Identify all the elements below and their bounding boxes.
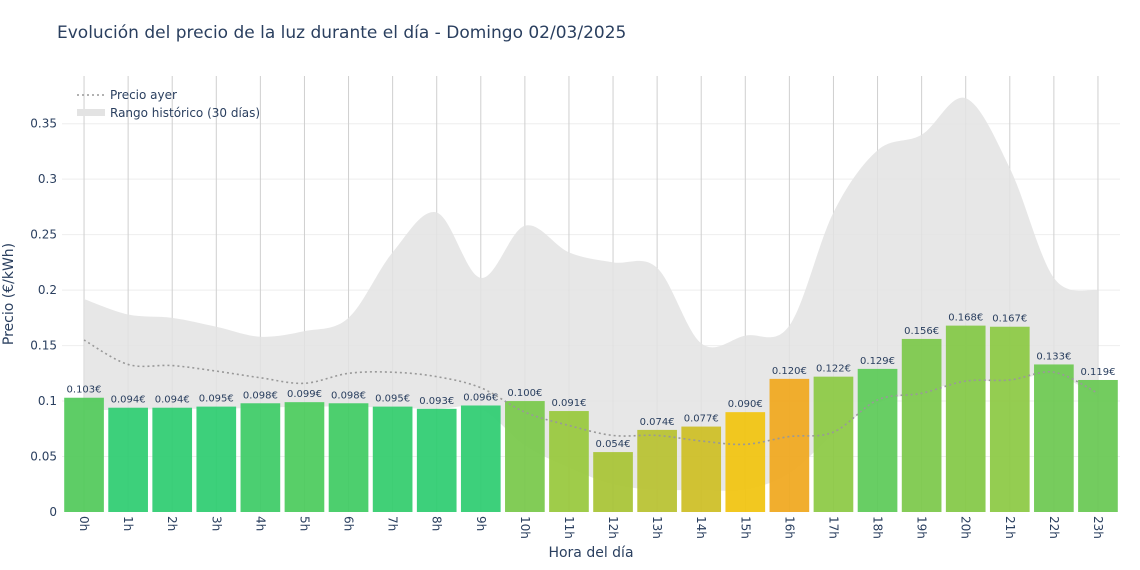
- bar-value-label: 0.099€: [287, 389, 322, 400]
- yesterday-line-path: [83, 339, 1099, 446]
- bar-value-label: 0.100€: [507, 388, 542, 399]
- y-tick-label: 0.35: [30, 117, 57, 131]
- x-tick-label: 10h: [518, 516, 532, 539]
- bar-10h[interactable]: [505, 401, 545, 512]
- bar-18h[interactable]: [857, 368, 898, 512]
- bar-value-label: 0.091€: [551, 398, 586, 409]
- bar-11h[interactable]: [549, 411, 589, 512]
- bar-value-label: 0.098€: [331, 390, 366, 401]
- bar-21h[interactable]: [989, 326, 1030, 512]
- y-tick-label: 0.3: [38, 172, 57, 186]
- x-tick-label: 1h: [121, 516, 135, 531]
- legend-swatch-range: [77, 109, 105, 116]
- x-tick-label: 20h: [959, 516, 973, 539]
- bar-20h[interactable]: [945, 325, 986, 512]
- bar-value-label: 0.096€: [463, 392, 498, 403]
- y-tick-label: 0: [49, 505, 57, 519]
- x-tick-label: 17h: [826, 516, 840, 539]
- x-tick-label: 23h: [1091, 516, 1105, 539]
- bar-value-label: 0.094€: [111, 395, 146, 406]
- x-tick-label: 5h: [297, 516, 311, 531]
- bars: [64, 325, 1118, 512]
- bar-3h[interactable]: [196, 406, 237, 512]
- y-tick-label: 0.2: [38, 283, 57, 297]
- bar-value-label: 0.168€: [948, 313, 983, 324]
- bar-12h[interactable]: [593, 452, 633, 512]
- bar-2h[interactable]: [152, 407, 193, 512]
- bar-value-label: 0.095€: [199, 394, 234, 405]
- bar-5h[interactable]: [284, 402, 325, 512]
- x-tick-label: 3h: [209, 516, 223, 531]
- x-tick-label: 6h: [342, 516, 356, 531]
- legend-item-range[interactable]: Rango histórico (30 días): [110, 106, 260, 120]
- bar-value-label: 0.120€: [772, 366, 807, 377]
- bar-value-label: 0.122€: [816, 364, 851, 375]
- bar-8h[interactable]: [416, 408, 457, 512]
- x-tick-label: 9h: [474, 516, 488, 531]
- bar-15h[interactable]: [725, 412, 766, 512]
- legend-item-yesterday[interactable]: Precio ayer: [110, 88, 177, 102]
- bar-value-label: 0.119€: [1080, 367, 1115, 378]
- y-tick-label: 0.05: [30, 450, 57, 464]
- legend[interactable]: Precio ayer Rango histórico (30 días): [77, 88, 260, 120]
- yesterday-price-line: [83, 339, 1099, 446]
- x-tick-label: 16h: [782, 516, 796, 539]
- bar-23h[interactable]: [1078, 379, 1118, 512]
- bar-17h[interactable]: [813, 376, 854, 512]
- bar-4h[interactable]: [240, 403, 281, 512]
- x-tick-label: 15h: [738, 516, 752, 539]
- y-axis: 0 0.05 0.1 0.15 0.2 0.25 0.3 0.35: [30, 117, 57, 519]
- x-tick-label: 19h: [915, 516, 929, 539]
- bar-value-label: 0.093€: [419, 396, 454, 407]
- bar-14h[interactable]: [681, 426, 722, 512]
- x-tick-label: 8h: [430, 516, 444, 531]
- bar-0h[interactable]: [64, 397, 104, 512]
- y-tick-label: 0.1: [38, 394, 57, 408]
- bar-value-label: 0.129€: [860, 356, 895, 367]
- bar-9h[interactable]: [460, 405, 501, 512]
- bar-22h[interactable]: [1034, 364, 1074, 512]
- bar-value-label: 0.103€: [67, 385, 102, 396]
- x-tick-label: 12h: [606, 516, 620, 539]
- bar-value-label: 0.095€: [375, 394, 410, 405]
- bar-6h[interactable]: [328, 403, 369, 512]
- x-tick-label: 11h: [562, 516, 576, 539]
- x-tick-label: 22h: [1047, 516, 1061, 539]
- bar-value-label: 0.054€: [596, 439, 631, 450]
- bar-13h[interactable]: [637, 429, 677, 512]
- bar-value-label: 0.156€: [904, 326, 939, 337]
- x-axis: 0h 1h 2h 3h 4h 5h 6h 7h 8h 9h 10h 11h 12h 13h 14h 15h 16…: [77, 516, 1105, 539]
- bar-value-label: 0.077€: [684, 414, 719, 425]
- bar-value-label: 0.094€: [155, 395, 190, 406]
- bar-value-label: 0.167€: [992, 314, 1027, 325]
- bar-7h[interactable]: [372, 406, 413, 512]
- x-tick-label: 2h: [165, 516, 179, 531]
- x-axis-title: Hora del día: [548, 545, 633, 561]
- chart-title: Evolución del precio de la luz durante e…: [57, 23, 626, 43]
- bar-value-label: 0.074€: [640, 417, 675, 428]
- bar-16h[interactable]: [769, 378, 810, 512]
- y-axis-title: Precio (€/kWh): [1, 243, 17, 345]
- y-tick-label: 0.25: [30, 228, 57, 242]
- bar-value-label: 0.133€: [1036, 351, 1071, 362]
- bar-value-label: 0.090€: [728, 399, 763, 410]
- bar-labels: 0.103€ 0.094€ 0.094€ 0.095€ 0.098€ 0.099€ 0.09…: [67, 313, 1116, 450]
- y-tick-label: 0.15: [30, 339, 57, 353]
- x-tick-label: 14h: [694, 516, 708, 539]
- bar-19h[interactable]: [901, 338, 942, 512]
- x-tick-label: 7h: [386, 516, 400, 531]
- x-tick-label: 13h: [650, 516, 664, 539]
- bar-1h[interactable]: [108, 407, 148, 512]
- bar-value-label: 0.098€: [243, 390, 278, 401]
- x-tick-label: 18h: [871, 516, 885, 539]
- x-tick-label: 21h: [1003, 516, 1017, 539]
- x-tick-label: 0h: [77, 516, 91, 531]
- x-tick-label: 4h: [253, 516, 267, 531]
